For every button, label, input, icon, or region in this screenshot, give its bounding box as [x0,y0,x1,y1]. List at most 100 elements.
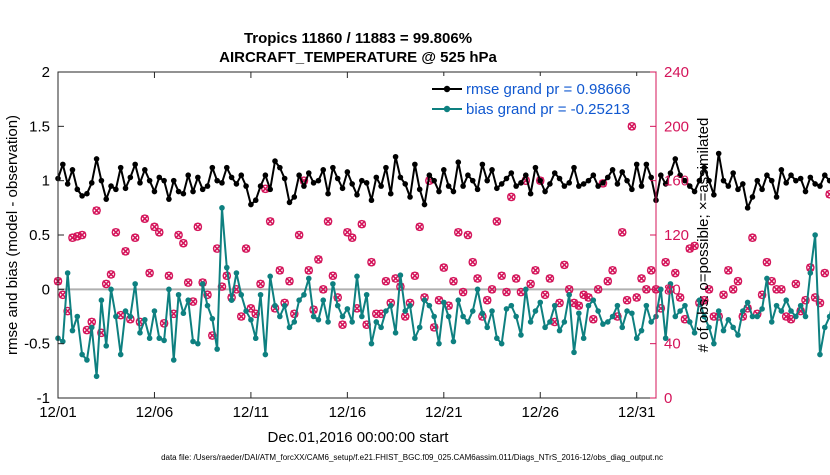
bias-point [233,270,240,276]
rmse-point [257,183,264,189]
obs-possible-marker [92,206,101,215]
x-axis-label: Dec.01,2016 00:00:00 start [268,429,450,446]
bias-point [489,308,495,314]
obs-assimilated-marker [391,274,400,283]
rmse-point [715,150,722,157]
obs-possible-marker [203,290,212,300]
bias-point [397,272,404,279]
bias-point [619,324,626,331]
rmse-point [498,181,505,187]
obs-possible-marker [560,260,569,270]
rmse-point [262,172,269,179]
obs-assimilated-marker [449,277,458,285]
rmse-point [460,183,466,189]
rmse-point [532,164,539,171]
bias-point [672,313,679,320]
bias-point [378,324,384,331]
bias-point [209,315,216,322]
rmse-point [421,201,428,208]
bias-point [195,340,201,347]
obs-possible-marker [371,309,381,319]
rmse-point [604,174,611,181]
bias-point [426,302,433,309]
rmse-point [590,172,597,179]
bias-point [248,316,254,323]
bias-point [286,324,293,331]
obs-assimilated-marker [194,223,202,231]
bias-point [69,327,76,334]
rmse-point [387,190,394,197]
rmse-point [363,180,370,186]
rmse-point [204,183,211,189]
obs-possible-marker [463,230,473,240]
rmse-point [744,205,751,211]
bias-point [431,313,437,320]
obs-possible-marker [555,298,564,308]
bias-point [281,302,288,309]
chart-title-line1: Tropics 11860 / 11883 = 99.806% [244,30,472,47]
rmse-point [117,164,124,171]
rmse-point [773,194,780,200]
bias-point [807,270,814,276]
rmse-point [166,196,172,202]
obs-assimilated-marker [700,296,708,304]
rmse-point [561,183,568,189]
obs-assimilated-marker [676,293,684,302]
obs-assimilated-marker [276,266,284,275]
rmse-point [170,177,177,184]
obs-assimilated-marker [165,271,173,280]
footer-datafile: data file: /Users/raeder/DAI/ATM_forcXX/… [161,453,663,462]
y-tick-label-left: 1.5 [29,118,50,135]
rmse-point [334,175,341,182]
obs-possible-marker [661,257,670,267]
y-tick-label-left: 0.5 [29,227,50,244]
obs-possible-marker [439,263,449,272]
rmse-point [431,177,437,184]
obs-possible-marker [690,241,699,251]
rmse-point [190,188,196,195]
bias-point [735,332,741,338]
obs-possible-marker [458,287,468,297]
bias-point [730,324,736,331]
rmse-point [749,194,756,200]
bias-point [402,308,409,314]
y-tick-label-left: 1 [42,173,50,190]
rmse-point [527,190,534,197]
obs-assimilated-marker [459,288,467,296]
rmse-point [344,169,351,175]
obs-possible-marker [482,295,492,305]
rmse-point [450,188,457,195]
rmse-point [518,180,524,186]
obs-assimilated-marker [473,274,482,283]
bias-point [228,297,235,304]
rmse-point [132,161,138,168]
bias-point [821,324,828,331]
rmse-point [768,177,775,184]
bias-point [706,324,712,331]
obs-possible-marker [357,219,367,229]
y-axis-label-left: rmse and bias (model - observation) [4,115,21,355]
rmse-point [648,174,654,181]
bias-point [117,351,124,358]
bias-point [566,291,572,298]
obs-assimilated-marker [285,277,294,285]
y-tick-label-right: 0 [664,390,672,407]
obs-assimilated-marker [589,315,598,323]
bias-point [238,291,245,298]
obs-possible-marker [111,227,121,237]
obs-possible-marker [772,285,781,294]
rmse-point [305,170,312,176]
obs-possible-marker [487,285,497,294]
bias-point [170,357,177,363]
obs-assimilated-marker [145,269,154,277]
rmse-point [629,186,635,193]
rmse-point [595,183,601,189]
bias-point [460,313,466,320]
rmse-point [310,180,317,186]
obs-possible-marker [130,233,140,243]
rmse-point [730,170,736,176]
obs-assimilated-marker [107,270,115,279]
bias-point [359,313,365,320]
bias-point [277,313,283,320]
bias-point [474,286,481,293]
